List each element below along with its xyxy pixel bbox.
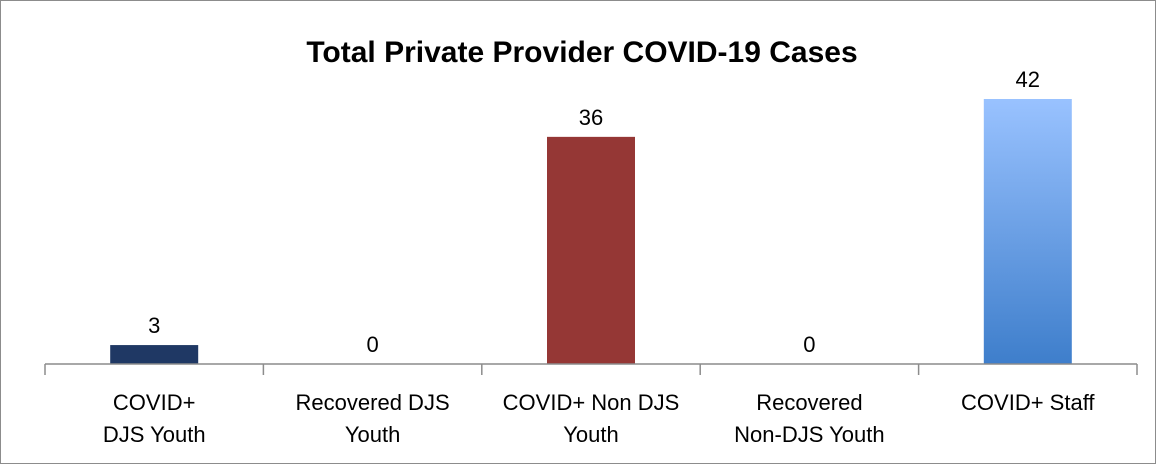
category-label-line: Youth: [563, 422, 618, 447]
category-label-line: Non-DJS Youth: [734, 422, 884, 447]
category-label-line: Recovered DJS: [296, 390, 450, 415]
category-label-4: COVID+ Staff: [961, 390, 1095, 415]
chart-title: Total Private Provider COVID-19 Cases: [306, 36, 857, 69]
category-label-line: DJS Youth: [103, 422, 206, 447]
data-label-2: 36: [579, 105, 603, 130]
bar-0: [110, 345, 199, 364]
category-label-line: COVID+: [113, 390, 196, 415]
category-label-3: Recovered Non-DJS Youth: [734, 390, 884, 447]
category-label-1: Recovered DJS Youth: [296, 390, 450, 447]
category-label-2: COVID+ Non DJS Youth: [503, 390, 680, 447]
category-label-line: COVID+ Staff: [961, 390, 1095, 415]
bar-4: [983, 99, 1072, 364]
category-label-0: COVID+ DJS Youth: [103, 390, 206, 447]
data-label-3: 0: [803, 332, 815, 357]
data-label-4: 42: [1016, 67, 1040, 92]
category-label-line: Youth: [345, 422, 400, 447]
data-label-0: 3: [148, 313, 160, 338]
category-label-line: Recovered: [756, 390, 862, 415]
category-label-line: COVID+ Non DJS: [503, 390, 680, 415]
bar-2: [547, 136, 635, 364]
data-label-1: 0: [366, 332, 378, 357]
